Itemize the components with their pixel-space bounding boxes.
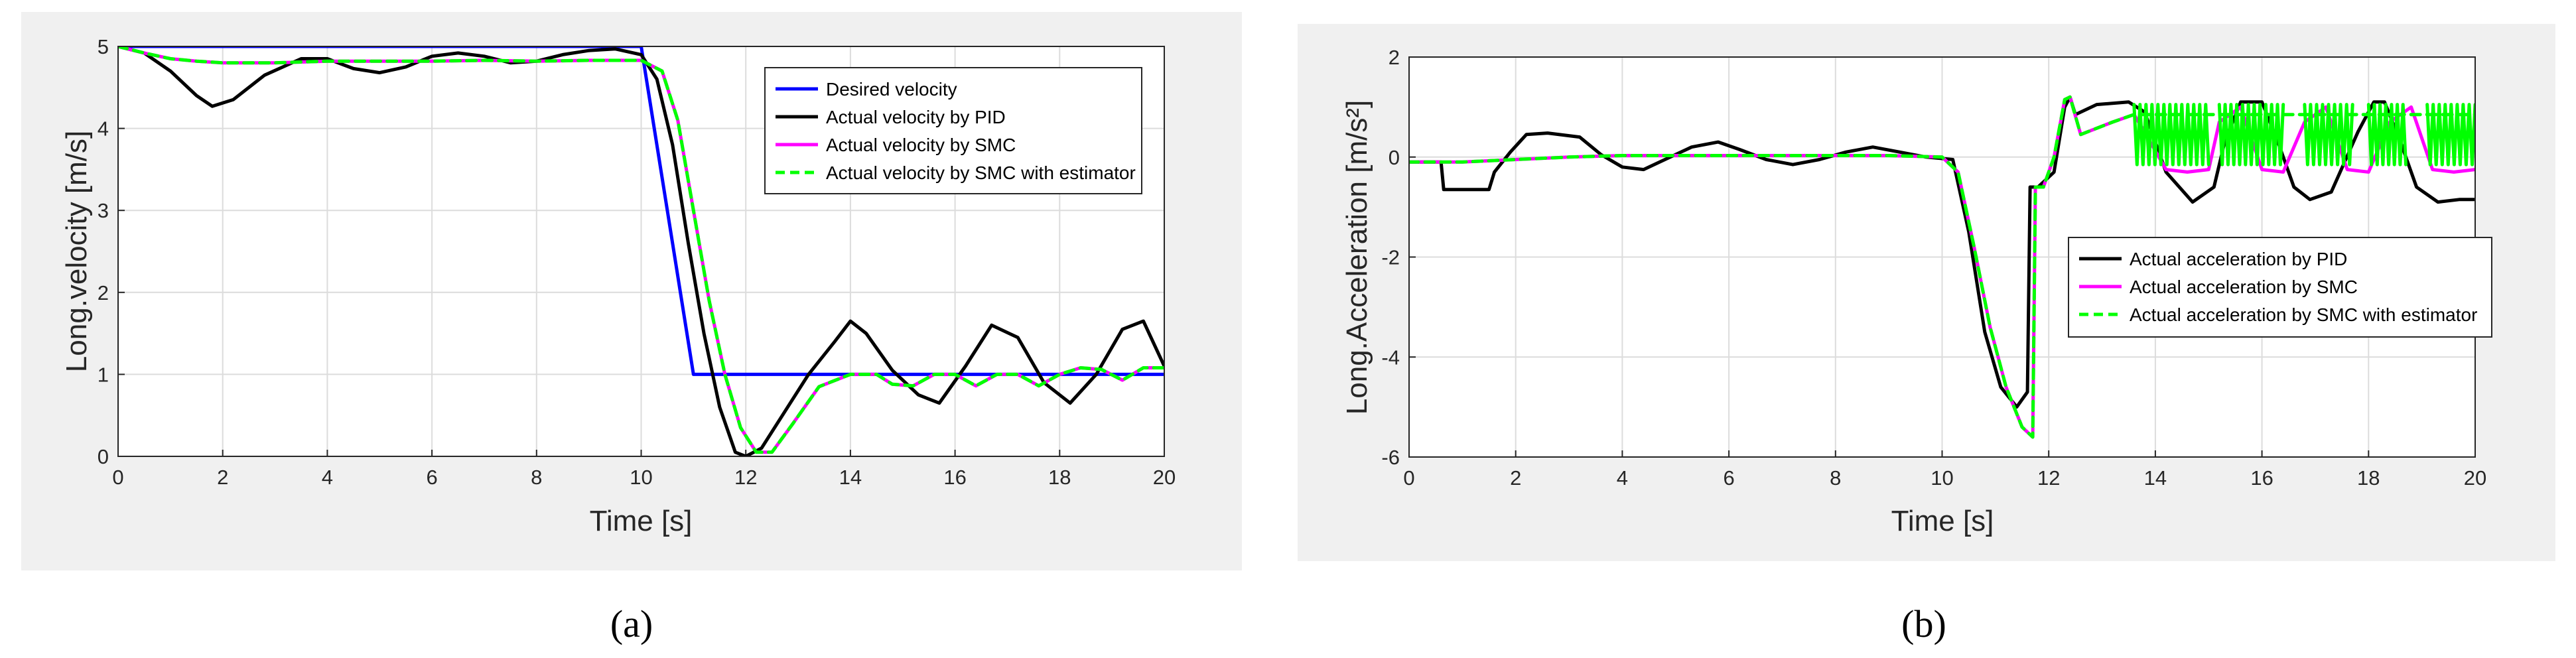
x-tick-label: 6 [426,466,437,489]
series-line-1 [118,46,1164,456]
series-chatter-band [2425,103,2475,166]
y-tick-label: 3 [98,199,109,222]
x-tick-label: 20 [1153,466,1176,489]
y-tick-label: 1 [98,363,109,386]
x-tick-label: 14 [2144,466,2167,490]
legend-box [2068,237,2492,338]
y-tick-label: 0 [98,445,109,468]
legend-box [764,67,1142,194]
x-tick-label: 0 [112,466,123,489]
series-chatter-band [2217,103,2285,166]
x-tick-label: 8 [1830,466,1841,490]
panel-b-xlabel: Time [s] [1891,505,1994,537]
x-tick-label: 12 [2037,466,2060,490]
y-tick-label: -6 [1381,446,1400,469]
panel-b-legend: Actual acceleration by PID Actual acceler… [2068,237,2492,338]
series-chatter-band [2303,103,2354,166]
x-tick-label: 12 [734,466,757,489]
x-tick-label: 20 [2464,466,2486,490]
y-tick-label: 5 [98,35,109,58]
legend-label: Desired velocity [826,79,957,99]
series-line-2 [1409,95,2475,439]
y-tick-label: -4 [1381,346,1400,369]
series-chatter-band [2366,103,2407,166]
legend-label: Actual acceleration by PID [2130,249,2347,269]
x-tick-label: 0 [1403,466,1414,490]
panel-a-legend: Desired velocity Actual velocity by PID Ac… [764,67,1142,194]
x-tick-label: 4 [1617,466,1628,490]
x-tick-label: 14 [839,466,862,489]
x-tick-label: 2 [217,466,228,489]
chart-panel-b: 0 2 4 6 8 10 12 14 16 18 20 -6 -4 -2 0 2 Time [s] Long.… [1298,24,2555,561]
panel-b-caption: (b) [1901,602,1946,645]
series-line-0 [118,46,1164,376]
y-tick-label: 4 [98,117,109,141]
legend-label: Actual velocity by PID [826,107,1006,127]
x-tick-label: 6 [1723,466,1734,490]
series-line-0 [1409,95,2475,409]
x-tick-label: 10 [630,466,652,489]
panel-b-ticks: 0 2 4 6 8 10 12 14 16 18 20 -6 -4 -2 0 2 [1381,46,2486,490]
y-tick-label: 0 [1389,146,1400,169]
series-line-3 [118,46,1164,454]
y-tick-label: 2 [1389,46,1400,69]
panel-b-series [1409,95,2475,439]
panel-a-axes-frame [117,46,1165,457]
y-tick-label: -2 [1381,246,1400,269]
x-tick-label: 10 [1931,466,1953,490]
panel-b-ylabel: Long.Acceleration [m/s²] [1341,100,1373,415]
panel-a-series [118,46,1164,456]
x-tick-label: 2 [1510,466,1521,490]
x-tick-label: 18 [2357,466,2380,490]
legend-label: Actual acceleration by SMC with estimato… [2130,304,2477,325]
legend-label: Actual velocity by SMC [826,135,1016,155]
panel-a-caption: (a) [610,602,653,645]
x-tick-label: 16 [943,466,966,489]
panel-a-xlabel: Time [s] [590,505,693,537]
x-tick-label: 4 [322,466,333,489]
x-tick-label: 8 [531,466,542,489]
y-tick-label: 2 [98,281,109,304]
panel-a-ylabel: Long.velocity [m/s] [60,131,93,372]
x-tick-label: 16 [2250,466,2273,490]
legend-label: Actual acceleration by SMC [2130,277,2358,297]
legend-label: Actual velocity by SMC with estimator [826,163,1136,183]
x-tick-label: 18 [1048,466,1071,489]
